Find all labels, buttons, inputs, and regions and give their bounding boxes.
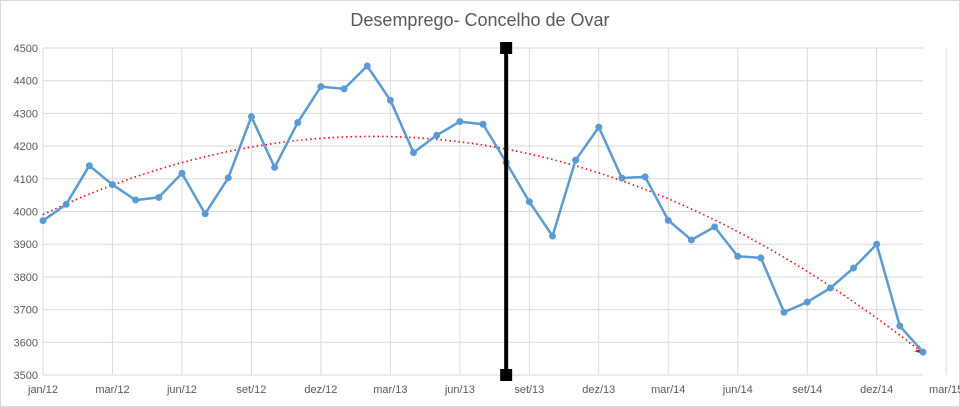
data-point (317, 83, 325, 91)
trendline-layer (42, 135, 925, 355)
data-point (572, 156, 580, 164)
x-tick-label: mar/13 (373, 384, 407, 396)
data-point (155, 193, 163, 201)
y-tick-label: 3700 (14, 305, 38, 317)
data-point (826, 284, 834, 292)
data-point (896, 322, 904, 330)
y-tick-label: 3800 (14, 272, 38, 284)
data-point (294, 119, 302, 127)
data-point (456, 118, 464, 126)
data-point (247, 113, 255, 121)
data-point (803, 298, 811, 306)
marker-endpoint (500, 42, 513, 54)
x-tick-label: dez/14 (860, 384, 893, 396)
data-point (687, 236, 695, 244)
chart-title: Desemprego- Concelho de Ovar (350, 10, 610, 30)
y-tick-label: 4400 (14, 76, 38, 88)
data-point (711, 223, 719, 231)
x-tick-label: dez/12 (304, 384, 337, 396)
vertical-marker-layer (500, 42, 513, 381)
y-tick-label: 4300 (14, 108, 38, 120)
data-point (850, 264, 858, 272)
tick-labels: 3500 3600 3700 3800 3900 4000 4100 4200 4300 4400… (14, 43, 960, 396)
data-point (780, 308, 788, 316)
data-point (224, 174, 232, 182)
data-point (479, 120, 487, 128)
x-tick-label: jun/12 (166, 384, 197, 396)
y-tick-label: 4100 (14, 174, 38, 186)
y-tick-label: 3900 (14, 239, 38, 251)
data-point (410, 149, 418, 157)
data-point (641, 173, 649, 181)
marker-endpoint (500, 369, 513, 381)
x-tick-label: mar/12 (95, 384, 129, 396)
y-tick-label: 4200 (14, 141, 38, 153)
data-point (734, 252, 742, 260)
x-tick-label: dez/13 (582, 384, 615, 396)
data-point (757, 254, 765, 262)
data-point (919, 348, 927, 356)
y-tick-label: 4500 (14, 43, 38, 55)
x-tick-label: set/12 (236, 384, 266, 396)
x-tick-label: jun/14 (722, 384, 753, 396)
data-point (85, 162, 93, 170)
data-point (386, 96, 394, 104)
data-point (108, 181, 116, 189)
x-tick-label: jan/12 (27, 384, 58, 396)
x-tick-label: jun/13 (444, 384, 475, 396)
x-tick-label: set/13 (514, 384, 544, 396)
data-point (548, 232, 556, 240)
series-layer (39, 62, 927, 356)
data-point (132, 196, 140, 204)
data-point (271, 163, 279, 171)
y-tick-label: 3500 (14, 370, 38, 382)
data-point (618, 174, 626, 182)
data-point (664, 216, 672, 224)
data-point (873, 240, 881, 248)
data-point (363, 62, 371, 70)
gridlines (42, 47, 947, 376)
y-tick-label: 4000 (14, 207, 38, 219)
x-tick-label: mar/14 (651, 384, 685, 396)
data-point (62, 200, 70, 208)
data-point (525, 198, 533, 206)
data-point (201, 210, 209, 218)
data-point (433, 131, 441, 139)
data-point (595, 123, 603, 131)
data-point (39, 217, 47, 225)
x-tick-label: mar/15 (929, 384, 960, 396)
trendline (42, 135, 925, 355)
y-tick-label: 3600 (14, 337, 38, 349)
data-point (178, 169, 186, 177)
x-tick-label: set/14 (792, 384, 822, 396)
data-point (340, 85, 348, 93)
